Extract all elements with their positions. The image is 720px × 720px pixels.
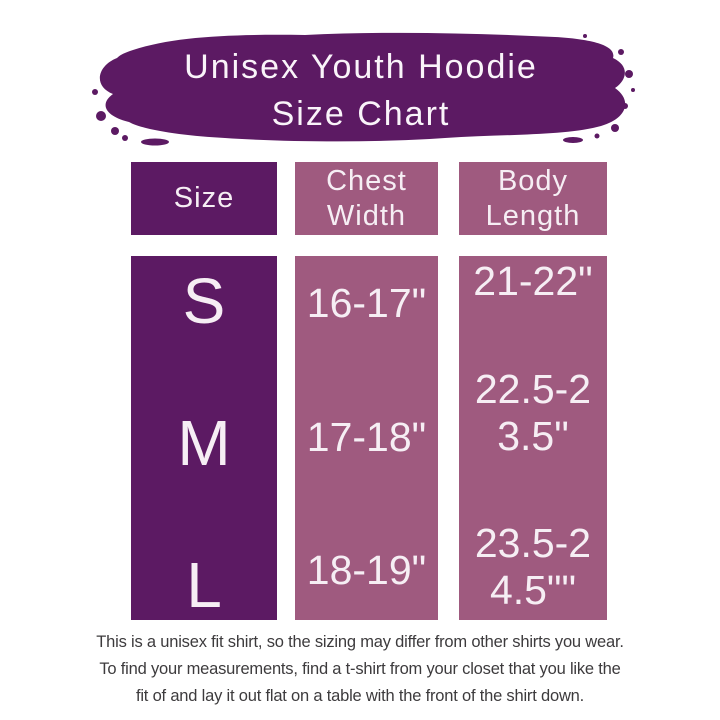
chest-width-s: 16-17" — [306, 280, 427, 326]
size-value-s: S — [182, 265, 226, 337]
page-title: Unisex Youth Hoodie Size Chart — [85, 28, 637, 154]
fit-note: This is a unisex fit shirt, so the sizin… — [0, 629, 720, 710]
fit-note-line-2: To find your measurements, find a t-shir… — [99, 660, 621, 678]
header: Unisex Youth Hoodie Size Chart — [85, 28, 637, 154]
brush-stroke-icon — [92, 32, 635, 146]
body-length-m: 22.5-23.5" — [474, 365, 592, 459]
chest-width-m: 17-18" — [306, 413, 427, 460]
column-header-chest-width: Chest Width — [295, 162, 438, 235]
size-value-l: L — [186, 549, 222, 621]
body-length-s: 21-22" — [473, 258, 593, 304]
title-line-2: Size Chart — [271, 95, 451, 133]
size-column: S M L — [131, 256, 277, 620]
fit-note-line-1: This is a unisex fit shirt, so the sizin… — [96, 633, 624, 651]
body-length-l: 23.5-24.5"" — [474, 520, 592, 613]
fit-note-line-3: fit of and lay it out flat on a table wi… — [135, 687, 585, 705]
column-header-body-length: Body Length — [459, 162, 607, 235]
chest-width-column: 16-17" 17-18" 18-19" — [295, 256, 438, 620]
size-value-m: M — [177, 407, 231, 479]
column-header-size: Size — [131, 162, 277, 235]
body-length-column: 21-22" 22.5-23.5" 23.5-24.5"" — [459, 256, 607, 620]
chest-width-l: 18-19" — [306, 547, 427, 593]
title-line-1: Unisex Youth Hoodie — [184, 47, 538, 86]
